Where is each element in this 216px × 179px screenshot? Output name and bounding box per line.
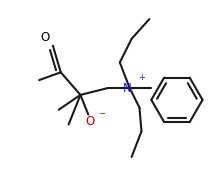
Text: −: − bbox=[98, 109, 106, 118]
Text: N: N bbox=[123, 81, 132, 95]
Text: O: O bbox=[40, 31, 50, 44]
Text: +: + bbox=[138, 73, 145, 82]
Text: O: O bbox=[86, 115, 95, 128]
